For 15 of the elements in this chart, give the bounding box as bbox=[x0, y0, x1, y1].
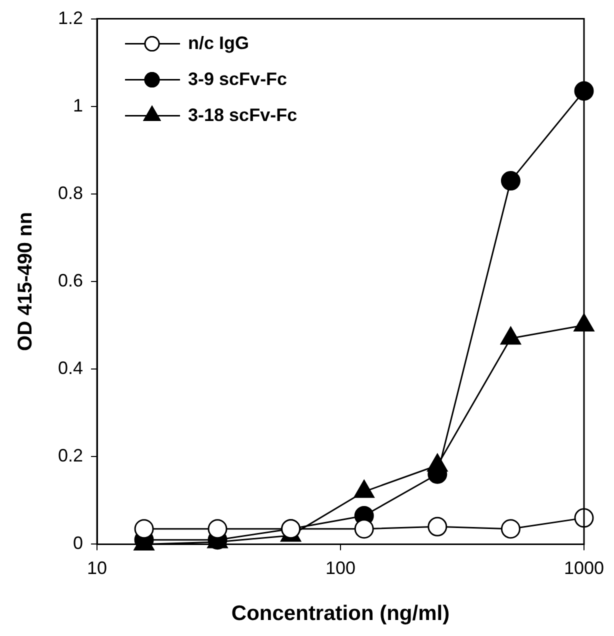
legend-label: n/c IgG bbox=[188, 32, 250, 53]
y-tick-label: 0.6 bbox=[58, 270, 84, 290]
x-tick-label: 100 bbox=[325, 558, 356, 578]
x-axis-title: Concentration (ng/ml) bbox=[231, 602, 450, 626]
x-tick-label: 1000 bbox=[564, 558, 604, 578]
x-tick-label: 10 bbox=[87, 558, 108, 578]
y-tick-label: 1 bbox=[73, 95, 84, 116]
y-tick-label: 0.4 bbox=[58, 358, 84, 378]
legend-label: 3-9 scFv-Fc bbox=[188, 68, 288, 89]
y-tick-label: 1.2 bbox=[58, 8, 84, 28]
y-tick-label: 0.8 bbox=[58, 182, 84, 203]
legend-label: 3-18 scFv-Fc bbox=[188, 104, 298, 125]
y-tick-label: 0.2 bbox=[58, 446, 84, 466]
y-axis-title: OD 415-490 nn bbox=[14, 212, 37, 351]
y-tick-label: 0 bbox=[73, 533, 84, 554]
